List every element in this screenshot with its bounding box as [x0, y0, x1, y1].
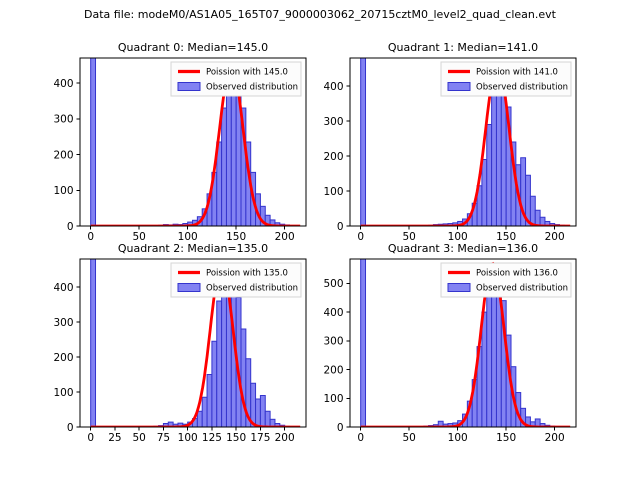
- x-tick-label: 200: [275, 231, 295, 243]
- legend-curve-label: Poission with 136.0: [476, 269, 558, 279]
- y-axis-ticks: 0 100 200 300 400 500: [323, 278, 350, 434]
- x-tick-label: 100: [448, 432, 468, 444]
- subplot-quadrant-0: Quadrant 0: Median=145.0 0 50 100 150 200 0 100…: [53, 41, 307, 243]
- x-tick-label: 150: [496, 432, 516, 444]
- y-tick-label: 300: [323, 336, 343, 348]
- y-tick-label: 100: [323, 186, 343, 198]
- subplot-title: Quadrant 1: Median=141.0: [388, 41, 538, 54]
- y-tick-label: 0: [337, 221, 344, 233]
- y-tick-label: 200: [323, 151, 343, 163]
- subplot-quadrant-3: Quadrant 3: Median=136.0 0 50 100 150 200 0 100…: [323, 242, 577, 444]
- legend-hist-sample: [447, 283, 471, 292]
- x-tick-label: 0: [87, 231, 94, 243]
- x-tick-label: 200: [545, 432, 565, 444]
- y-tick-label: 100: [53, 387, 73, 399]
- legend-curve-label: Poission with 145.0: [206, 68, 288, 78]
- subplot-title: Quadrant 3: Median=136.0: [388, 242, 538, 255]
- y-tick-label: 400: [53, 282, 73, 294]
- x-tick-label: 100: [448, 231, 468, 243]
- y-tick-label: 200: [323, 364, 343, 376]
- y-tick-label: 500: [323, 278, 343, 290]
- y-tick-label: 300: [53, 114, 73, 126]
- x-tick-label: 200: [275, 432, 295, 444]
- subplot-title: Quadrant 2: Median=135.0: [118, 242, 268, 255]
- x-tick-label: 25: [108, 432, 121, 444]
- axes-frame: [79, 57, 307, 227]
- y-axis-ticks: 0 100 200 300 400: [53, 78, 80, 233]
- x-tick-label: 175: [250, 432, 270, 444]
- poisson-curve: [360, 61, 571, 226]
- x-axis-ticks: 0 50 100 150 200: [357, 427, 565, 444]
- x-tick-label: 200: [545, 231, 565, 243]
- subplot-quadrant-1: Quadrant 1: Median=141.0 0 50 100 150 200 0 100…: [323, 41, 577, 243]
- y-tick-label: 400: [323, 307, 343, 319]
- y-tick-label: 0: [337, 422, 344, 434]
- x-tick-label: 125: [202, 432, 222, 444]
- x-axis-ticks: 0 50 100 150 200: [357, 226, 565, 243]
- subplot-quadrant-2: Quadrant 2: Median=135.0 0 25 50 75 100 125 150…: [53, 242, 307, 444]
- x-tick-label: 50: [132, 231, 145, 243]
- x-tick-label: 50: [402, 432, 415, 444]
- legend: Poission with 135.0 Observed distribution: [170, 262, 302, 298]
- axes-frame: [349, 57, 577, 227]
- y-tick-label: 0: [67, 221, 74, 233]
- y-tick-label: 100: [323, 393, 343, 405]
- x-tick-label: 150: [496, 231, 516, 243]
- x-tick-label: 100: [178, 432, 198, 444]
- x-tick-label: 0: [357, 432, 364, 444]
- figure-title: Data file: modeM0/AS1A05_165T07_90000030…: [84, 8, 556, 21]
- legend-hist-sample: [177, 283, 201, 292]
- histogram-bars: [90, 259, 291, 427]
- legend: Poission with 145.0 Observed distribution: [170, 61, 302, 97]
- legend-hist-label: Observed distribution: [476, 284, 568, 294]
- legend: Poission with 141.0 Observed distribution: [440, 61, 572, 97]
- axes-frame: [349, 258, 577, 428]
- legend-hist-label: Observed distribution: [476, 83, 568, 93]
- y-tick-label: 300: [53, 317, 73, 329]
- x-tick-label: 75: [157, 432, 170, 444]
- legend: Poission with 136.0 Observed distribution: [440, 262, 572, 298]
- y-tick-label: 0: [67, 422, 74, 434]
- x-axis-ticks: 0 25 50 75 100 125 150 175 200: [87, 427, 295, 444]
- legend-hist-sample: [447, 82, 471, 91]
- legend-hist-label: Observed distribution: [206, 83, 298, 93]
- legend-curve-label: Poission with 141.0: [476, 68, 558, 78]
- y-axis-ticks: 0 100 200 300 400: [323, 81, 350, 233]
- y-tick-label: 300: [323, 116, 343, 128]
- y-tick-label: 400: [323, 81, 343, 93]
- x-tick-label: 50: [402, 231, 415, 243]
- y-axis-ticks: 0 100 200 300 400: [53, 282, 80, 434]
- legend-curve-label: Poission with 135.0: [206, 269, 288, 279]
- y-tick-label: 100: [53, 185, 73, 197]
- x-axis-ticks: 0 50 100 150 200: [87, 226, 295, 243]
- x-tick-label: 100: [178, 231, 198, 243]
- poisson-curve: [90, 63, 301, 226]
- x-tick-label: 150: [226, 432, 246, 444]
- histogram-bars: [360, 58, 565, 226]
- x-tick-label: 0: [87, 432, 94, 444]
- legend-hist-label: Observed distribution: [206, 284, 298, 294]
- legend-hist-sample: [177, 82, 201, 91]
- y-tick-label: 400: [53, 78, 73, 90]
- x-tick-label: 0: [357, 231, 364, 243]
- y-tick-label: 200: [53, 352, 73, 364]
- axes-frame: [79, 258, 307, 428]
- x-tick-label: 150: [226, 231, 246, 243]
- x-tick-label: 50: [132, 432, 145, 444]
- subplot-title: Quadrant 0: Median=145.0: [118, 41, 268, 54]
- y-tick-label: 200: [53, 149, 73, 161]
